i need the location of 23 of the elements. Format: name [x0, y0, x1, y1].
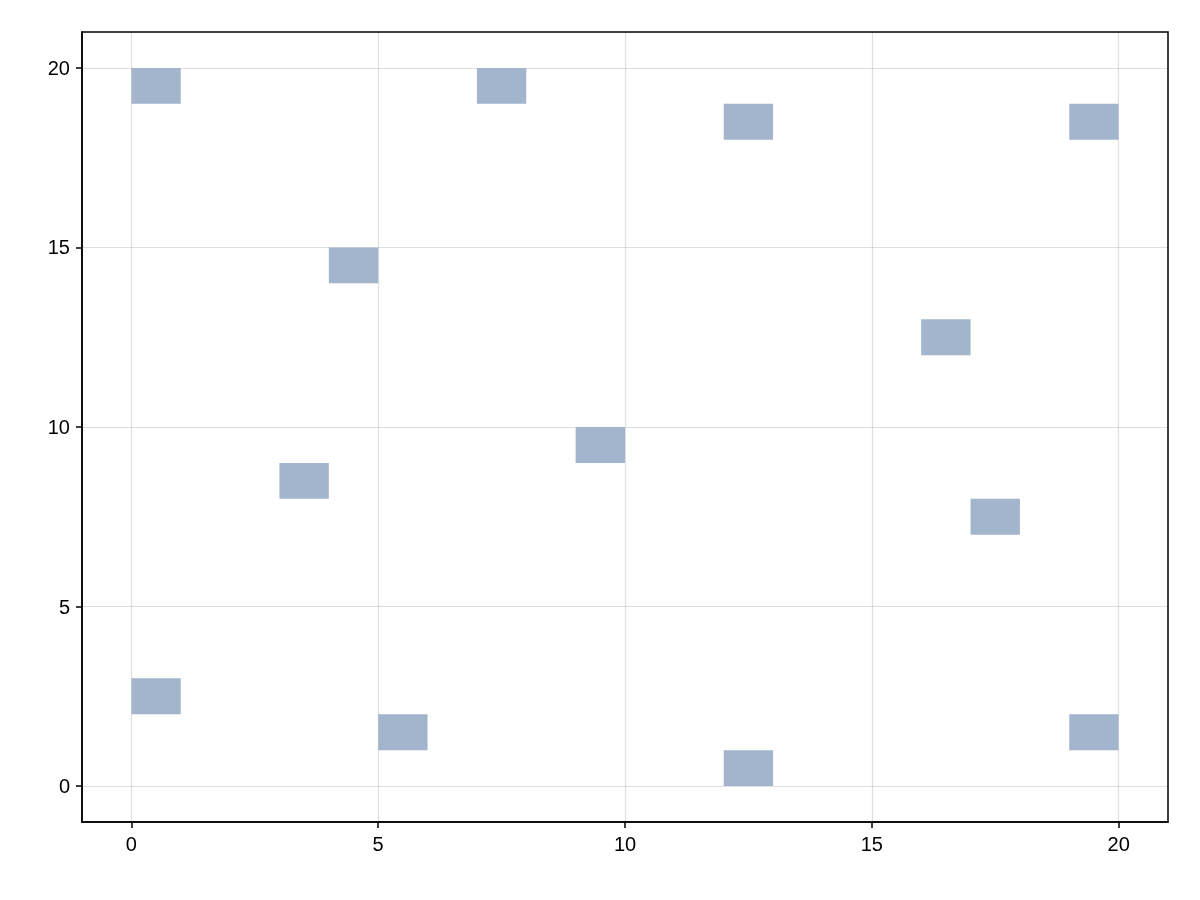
bar	[723, 750, 774, 787]
bar	[723, 103, 774, 140]
bar	[1069, 714, 1119, 751]
bar	[328, 247, 379, 284]
bar	[279, 462, 329, 499]
bar	[131, 678, 181, 715]
bar	[1069, 103, 1119, 140]
x-tick-label: 0	[125, 833, 137, 855]
x-tick-label: 15	[860, 833, 883, 855]
bar	[921, 319, 971, 356]
x-tick-label: 10	[613, 833, 637, 855]
bar	[575, 427, 625, 463]
y-tick-label: 20	[47, 56, 70, 79]
x-tick-label: 20	[1107, 833, 1130, 855]
bar	[378, 714, 428, 751]
x-tick-label: 5	[372, 833, 384, 855]
y-tick-label: 10	[47, 416, 70, 438]
bar	[970, 498, 1020, 535]
bar	[131, 67, 181, 104]
bar	[476, 67, 527, 104]
y-tick-label: 15	[47, 236, 70, 259]
y-tick-label: 5	[58, 595, 70, 618]
y-tick-label: 0	[58, 775, 70, 798]
